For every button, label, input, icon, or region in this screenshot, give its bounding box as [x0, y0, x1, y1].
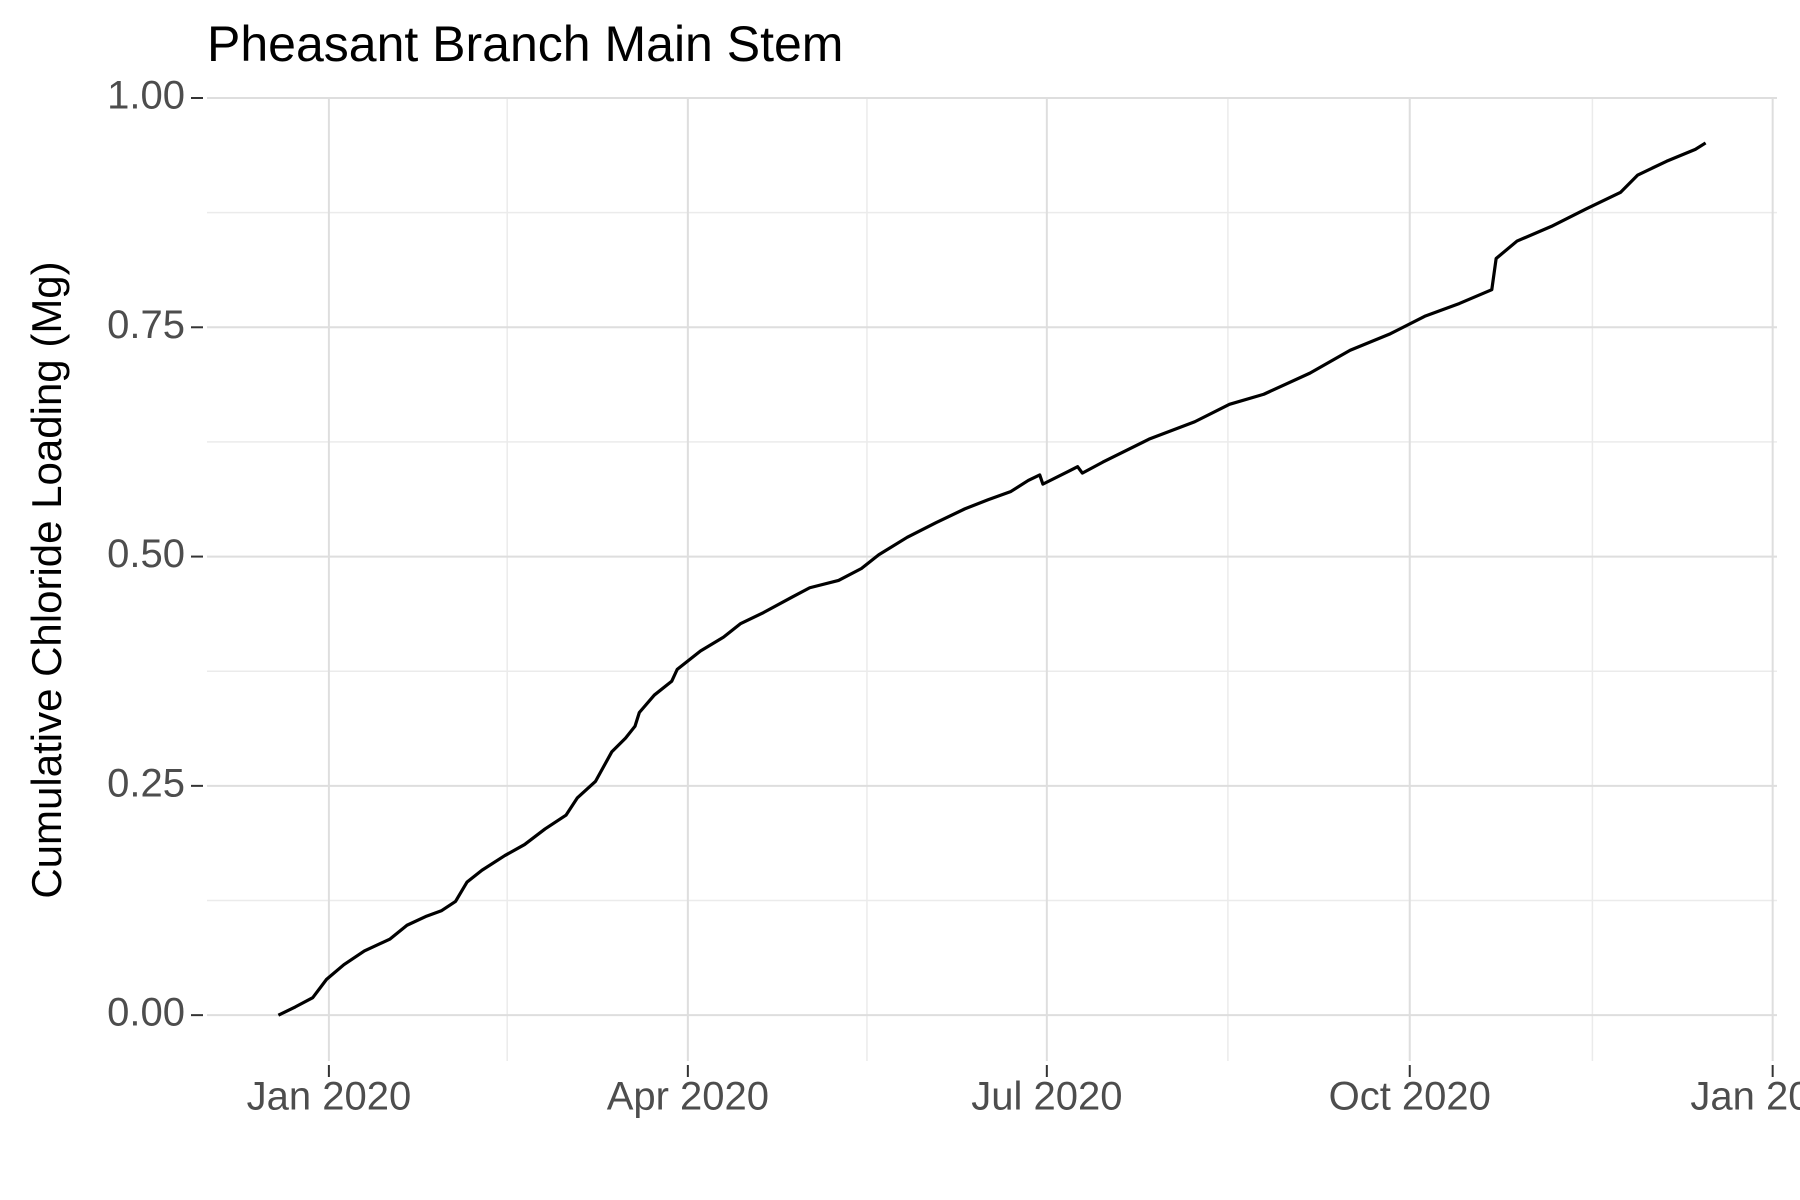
- y-tick-label: 0.00: [107, 991, 185, 1035]
- x-tick-label: Jul 2020: [971, 1075, 1122, 1119]
- data-line: [277, 141, 1707, 1017]
- chart-title: Pheasant Branch Main Stem: [207, 16, 843, 72]
- x-tick-label: Jan 2021: [1690, 1075, 1800, 1119]
- y-tick-label: 0.75: [107, 303, 185, 347]
- y-tick-label: 0.25: [107, 761, 185, 805]
- y-axis-label: Cumulative Chloride Loading (Mg): [23, 261, 70, 898]
- x-tick-label: Apr 2020: [607, 1075, 769, 1119]
- x-tick-label: Oct 2020: [1329, 1075, 1491, 1119]
- y-tick-label: 0.50: [107, 532, 185, 576]
- grid: [207, 97, 1777, 1061]
- x-tick-label: Jan 2020: [247, 1075, 412, 1119]
- y-tick-label: 1.00: [107, 74, 185, 118]
